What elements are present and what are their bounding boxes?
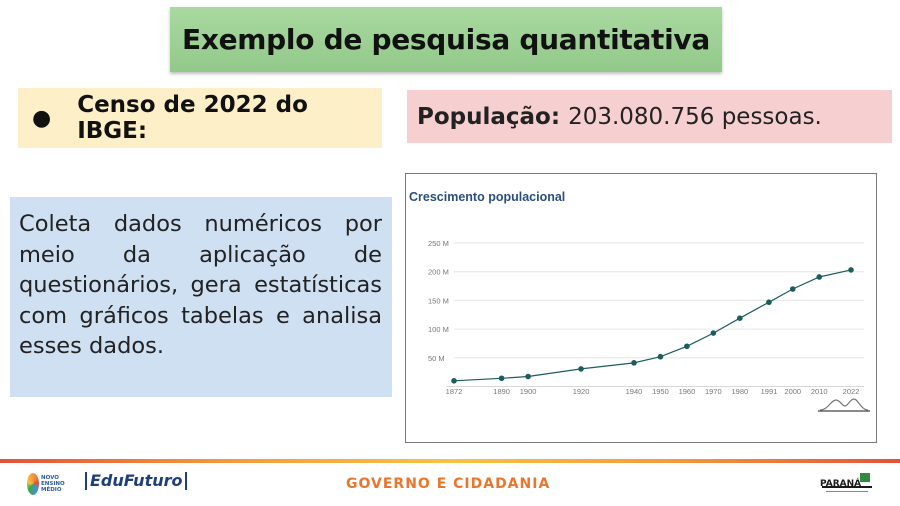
x-tick-label: 1940 [626, 387, 643, 396]
data-point [816, 274, 823, 280]
x-tick-label: 2010 [811, 387, 828, 396]
population-label: População: [417, 103, 561, 130]
data-point [657, 353, 664, 360]
title-banner: Exemplo de pesquisa quantitativa [170, 7, 722, 72]
population-chart: Crescimento populacional 50 M 100 M 150 M 2… [405, 173, 877, 443]
x-tick-label: 1980 [731, 387, 748, 396]
x-tick-label: 1900 [520, 387, 537, 396]
x-tick-label: 2000 [784, 387, 801, 396]
censo-box: ● Censo de 2022 do IBGE: [18, 88, 382, 148]
data-point [710, 330, 717, 336]
bullet-icon: ● [32, 105, 52, 131]
sun-icon [27, 473, 39, 495]
logo-subline [826, 491, 868, 492]
data-point [789, 286, 796, 292]
novo-ensino-medio-text: NOVO ENSINO MÉDIO [41, 475, 65, 493]
y-tick-label: 100 M [428, 325, 449, 334]
parana-logo: PARANÁ [820, 473, 876, 497]
x-tick-label: 1872 [446, 387, 463, 396]
y-tick-label: 150 M [428, 296, 449, 305]
data-point [525, 373, 531, 380]
data-points-group [451, 267, 854, 384]
edufuturo-logo: EduFuturo [85, 472, 188, 490]
x-axis-ticks: 1872 1890 1900 1920 1940 1950 1960 1970 1980 1991… [446, 387, 860, 396]
description-text: Coleta dados numéricos por meio da aplic… [19, 211, 382, 359]
x-tick-label: 1960 [679, 387, 696, 396]
population-value: 203.080.756 pessoas. [568, 103, 822, 130]
chart-grid [446, 242, 864, 387]
x-tick-label: 1950 [652, 387, 669, 396]
novo-ensino-medio-logo: NOVO ENSINO MÉDIO [27, 471, 77, 497]
x-tick-label: 1920 [573, 387, 590, 396]
data-point [631, 360, 637, 366]
y-tick-label: 250 M [428, 239, 449, 248]
x-tick-label: 2022 [843, 387, 860, 396]
x-tick-label: 1890 [493, 387, 510, 396]
flag-icon [860, 473, 870, 482]
data-point [737, 315, 743, 321]
footer-divider [0, 459, 900, 463]
y-tick-label: 200 M [428, 268, 449, 277]
page-title: Exemplo de pesquisa quantitativa [182, 23, 710, 56]
chart-title: Crescimento populacional [409, 190, 565, 204]
censo-label: Censo de 2022 do IBGE: [77, 92, 308, 144]
population-box: População: 203.080.756 pessoas. [407, 90, 892, 143]
footer: NOVO ENSINO MÉDIO EduFuturo GOVERNO E CI… [0, 463, 900, 506]
chart-svg: Crescimento populacional 50 M 100 M 150 M 2… [409, 190, 870, 412]
data-point [766, 299, 772, 306]
logo-underline [822, 486, 872, 488]
series-line-group [453, 269, 852, 382]
data-point [848, 267, 854, 273]
data-point [578, 366, 584, 372]
x-tick-label: 1970 [705, 387, 722, 396]
footer-title: GOVERNO E CIDADANIA [346, 476, 551, 492]
series-line [453, 269, 852, 382]
x-tick-label: 1991 [761, 387, 778, 396]
mini-wave-icon [818, 398, 870, 412]
y-tick-label: 50 M [428, 354, 445, 363]
data-point [498, 375, 505, 382]
parana-logo-text: PARANÁ [820, 479, 862, 489]
data-point [684, 343, 690, 350]
y-axis-ticks: 50 M 100 M 150 M 200 M 250 M [428, 239, 449, 363]
data-point [451, 378, 457, 384]
description-box: Coleta dados numéricos por meio da aplic… [10, 197, 392, 397]
